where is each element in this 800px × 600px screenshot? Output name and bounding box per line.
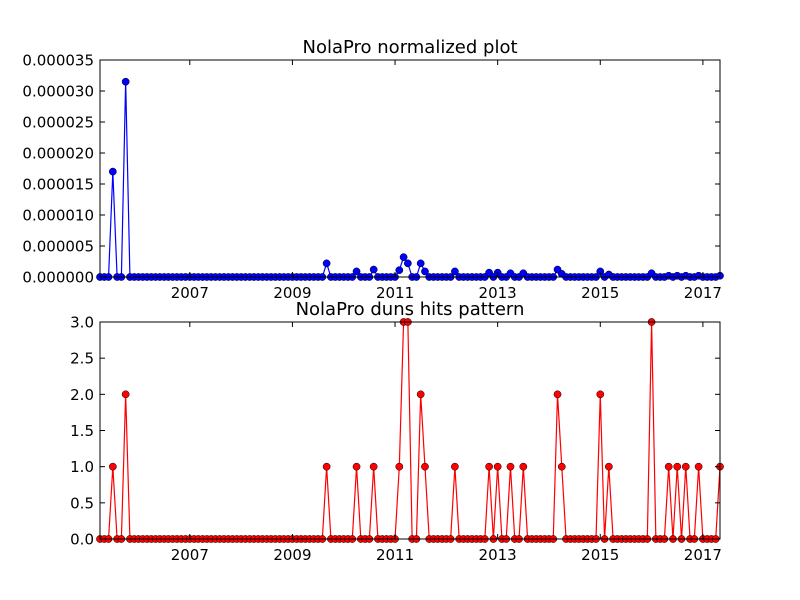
x-tick-label: 2017	[684, 546, 722, 564]
data-point	[681, 462, 690, 471]
data-point	[596, 390, 605, 399]
axes-duns-hits: 0.0 0.5 1.0 1.5 2.0 2.5 3.0 2007 2009 2011 2013 201…	[70, 314, 722, 565]
data-point	[493, 462, 502, 471]
data-point	[416, 390, 425, 399]
data-point	[369, 462, 378, 471]
x-tick-label: 2013	[479, 284, 517, 302]
data-point	[322, 259, 331, 268]
data-point	[108, 462, 117, 471]
x-tick-label: 2011	[376, 284, 414, 302]
x-tick-label: 2015	[581, 284, 619, 302]
data-point	[369, 265, 378, 274]
data-point	[673, 462, 682, 471]
x-tick-label: 2007	[171, 546, 209, 564]
data-point	[322, 462, 331, 471]
data-point	[519, 462, 528, 471]
data-point	[421, 267, 429, 276]
data-point	[395, 266, 404, 275]
data-point	[421, 462, 429, 471]
x-tick-label: 2013	[479, 546, 517, 564]
x-tick-label: 2017	[684, 284, 722, 302]
data-point	[399, 253, 408, 262]
y-tick-label: 2.5	[70, 350, 94, 368]
data-point	[121, 77, 130, 86]
y-tick-label: 0.0	[70, 531, 94, 549]
duns-hits-chart: NolaPro duns hits pattern 0.0 0.5 1.0 1.5 2.…	[70, 299, 724, 565]
y-tick-label: 0.000015	[22, 176, 94, 194]
data-point	[604, 462, 613, 471]
series-duns-hits	[96, 318, 724, 543]
data-point	[553, 390, 562, 399]
data-point	[506, 462, 515, 471]
data-point	[485, 462, 493, 471]
y-tick-label: 0.000030	[22, 83, 94, 101]
data-point	[352, 267, 361, 276]
y-tick-label: 1.5	[70, 422, 94, 440]
axes-normalized: 0.000000 0.000005 0.000010 0.000015 0.000020…	[22, 52, 722, 303]
data-point	[404, 259, 412, 268]
data-point	[451, 267, 459, 276]
x-tick-label: 2009	[273, 284, 311, 302]
y-tick-label: 1.0	[70, 458, 94, 476]
data-point	[664, 462, 673, 471]
series-line	[100, 321, 721, 540]
normalized-plot-chart: NolaPro normalized plot 0.000000 0.000005…	[22, 37, 724, 303]
chart-title: NolaPro normalized plot	[302, 37, 517, 58]
y-tick-label: 0.000035	[22, 52, 94, 70]
data-point	[108, 167, 117, 176]
x-tick-label: 2011	[376, 546, 414, 564]
y-tick-label: 3.0	[70, 314, 94, 332]
y-tick-label: 2.0	[70, 386, 94, 404]
y-tick-label: 0.000000	[22, 269, 94, 287]
data-point	[395, 462, 404, 471]
y-tick-label: 0.000025	[22, 114, 94, 132]
x-tick-label: 2015	[581, 546, 619, 564]
axes-frame	[99, 59, 721, 278]
data-point	[694, 462, 703, 471]
x-tick-label: 2007	[171, 284, 209, 302]
y-tick-label: 0.5	[70, 494, 94, 512]
data-point	[451, 462, 459, 471]
series-line	[100, 81, 721, 278]
data-point	[121, 390, 130, 399]
chart-title: NolaPro duns hits pattern	[296, 299, 525, 320]
y-tick-label: 0.000020	[22, 145, 94, 163]
x-tick-label: 2009	[273, 546, 311, 564]
y-tick-label: 0.000010	[22, 207, 94, 225]
data-point	[557, 462, 566, 471]
y-tick-label: 0.000005	[22, 238, 94, 256]
series-normalized	[96, 77, 724, 281]
data-point	[416, 259, 425, 268]
data-point	[352, 462, 361, 471]
